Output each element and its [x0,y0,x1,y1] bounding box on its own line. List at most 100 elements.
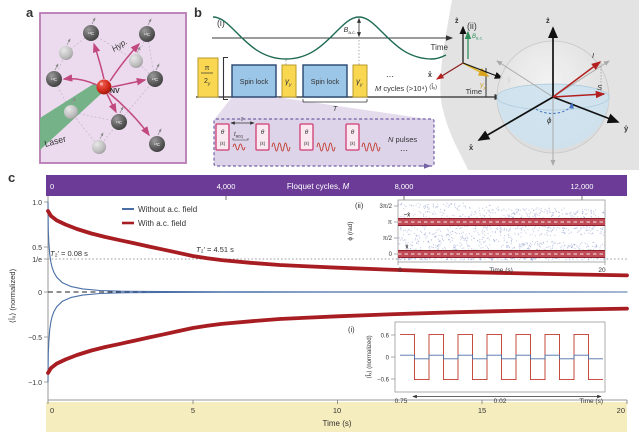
scatter-dot [532,229,534,231]
scatter-dot [602,258,605,260]
scatter-dot [550,215,553,217]
inset-ii-ticks [394,205,606,265]
sequence-open-bracket [222,56,228,101]
scatter-dot [540,242,542,244]
scatter-dot [555,210,558,212]
scatter-dot [451,233,453,235]
scatter-dot [456,207,458,209]
scatter-dot [507,245,509,247]
scatter-dot [603,212,605,214]
scatter-dot [556,257,558,260]
scatter-dot [503,237,505,239]
scatter-dot [454,232,456,234]
scatter-dot [551,215,553,217]
scatter-dot [511,213,513,215]
scatter-dot [423,233,425,235]
scatter-dot [563,207,565,209]
scatter-dot [479,258,481,260]
carbon-13-sphere [83,25,99,41]
scatter-dot [543,242,545,244]
scatter-dot [522,244,524,246]
scatter-dot [438,240,440,243]
scatter-dot [520,229,523,231]
scatter-dot [528,244,531,246]
scatter-dot [521,215,523,217]
scatter-dot [593,241,595,243]
scatter-dot [503,229,505,232]
scatter-dot [559,242,561,244]
scatter-dot [543,225,545,227]
scatter-dot [492,209,494,211]
scatter-dot [462,235,464,237]
scatter-dot [452,230,454,232]
scatter-dot [488,204,491,206]
scatter-dot [442,247,444,249]
scatter-dot [460,215,462,217]
scatter-dot [552,228,554,230]
scatter-dot [483,241,485,243]
bloch-sphere-panel: (ii) ẑ x̂ ŷ I S ϕ [467,16,629,166]
y-tick-05: 0.5 [32,245,42,252]
scatter-dot [446,215,448,217]
scatter-dot [455,248,457,250]
scatter-dot [524,258,527,260]
scatter-dot [600,231,602,233]
inset-i-xlabel: Time (s) [579,398,603,405]
scatter-dot [419,230,422,232]
scatter-dot [491,258,493,260]
scatter-dot [495,228,497,230]
scatter-dot [427,206,429,208]
scatter-dot [586,243,588,245]
scatter-dot [499,227,501,230]
frame-y-axis [462,62,504,79]
scatter-dot [473,249,475,251]
scatter-dot [427,241,429,243]
scatter-dot [405,257,407,259]
scatter-dot [518,246,520,248]
scatter-dot [467,216,470,218]
scatter-dot [504,235,506,237]
inset-i-ytick-0: 0 [386,356,390,362]
theta-pulse-axis: (x̂) [220,141,226,147]
scatter-dot [440,208,442,210]
scatter-dot [531,259,533,261]
scatter-dot [484,226,487,228]
ac-field-sine-wave [212,16,447,60]
scatter-dot [482,214,484,216]
scatter-dot [577,259,579,261]
panel-c: c 0 4,000 8,000 12,000 Floquet cycles, M… [8,170,629,432]
scatter-dot [487,209,489,211]
scatter-dot [404,258,406,260]
scatter-dot [510,257,512,260]
inset-ii-label: (ii) [355,201,364,210]
carbon-sphere-light [129,54,143,68]
scatter-dot [479,242,481,244]
scatter-dot [583,216,585,218]
scatter-dot [454,259,456,261]
rf-wiggle [316,142,336,152]
scatter-dot [453,215,455,217]
t2-short-annotation: T₂′ = 0.08 s [50,249,88,258]
scatter-dot [551,213,554,215]
pi-half-numerator: π [205,65,210,72]
scatter-dot [506,245,508,247]
scatter-dot [552,214,554,217]
scatter-dot [496,258,498,260]
scatter-dot [475,212,477,214]
scatter-dot [471,248,473,250]
inset-ii-ylabel: ϕ (rad) [347,221,354,240]
scatter-dot [567,245,570,247]
scatter-dot [505,242,508,244]
scatter-dot [400,203,402,205]
scatter-dot [519,248,521,250]
gamma-pulse-label-1: γy [285,77,292,88]
scatter-dot [432,246,434,249]
scatter-dot [533,227,536,229]
scatter-dot [429,232,431,234]
scatter-dot [490,228,492,230]
scatter-dot [574,244,576,246]
time-axis-band [46,402,627,432]
panel-b: b (i) Time Ba.c. Time π 2y Spin lock γy … [194,0,639,170]
scatter-dot [525,208,527,210]
scatter-dot [590,216,593,218]
